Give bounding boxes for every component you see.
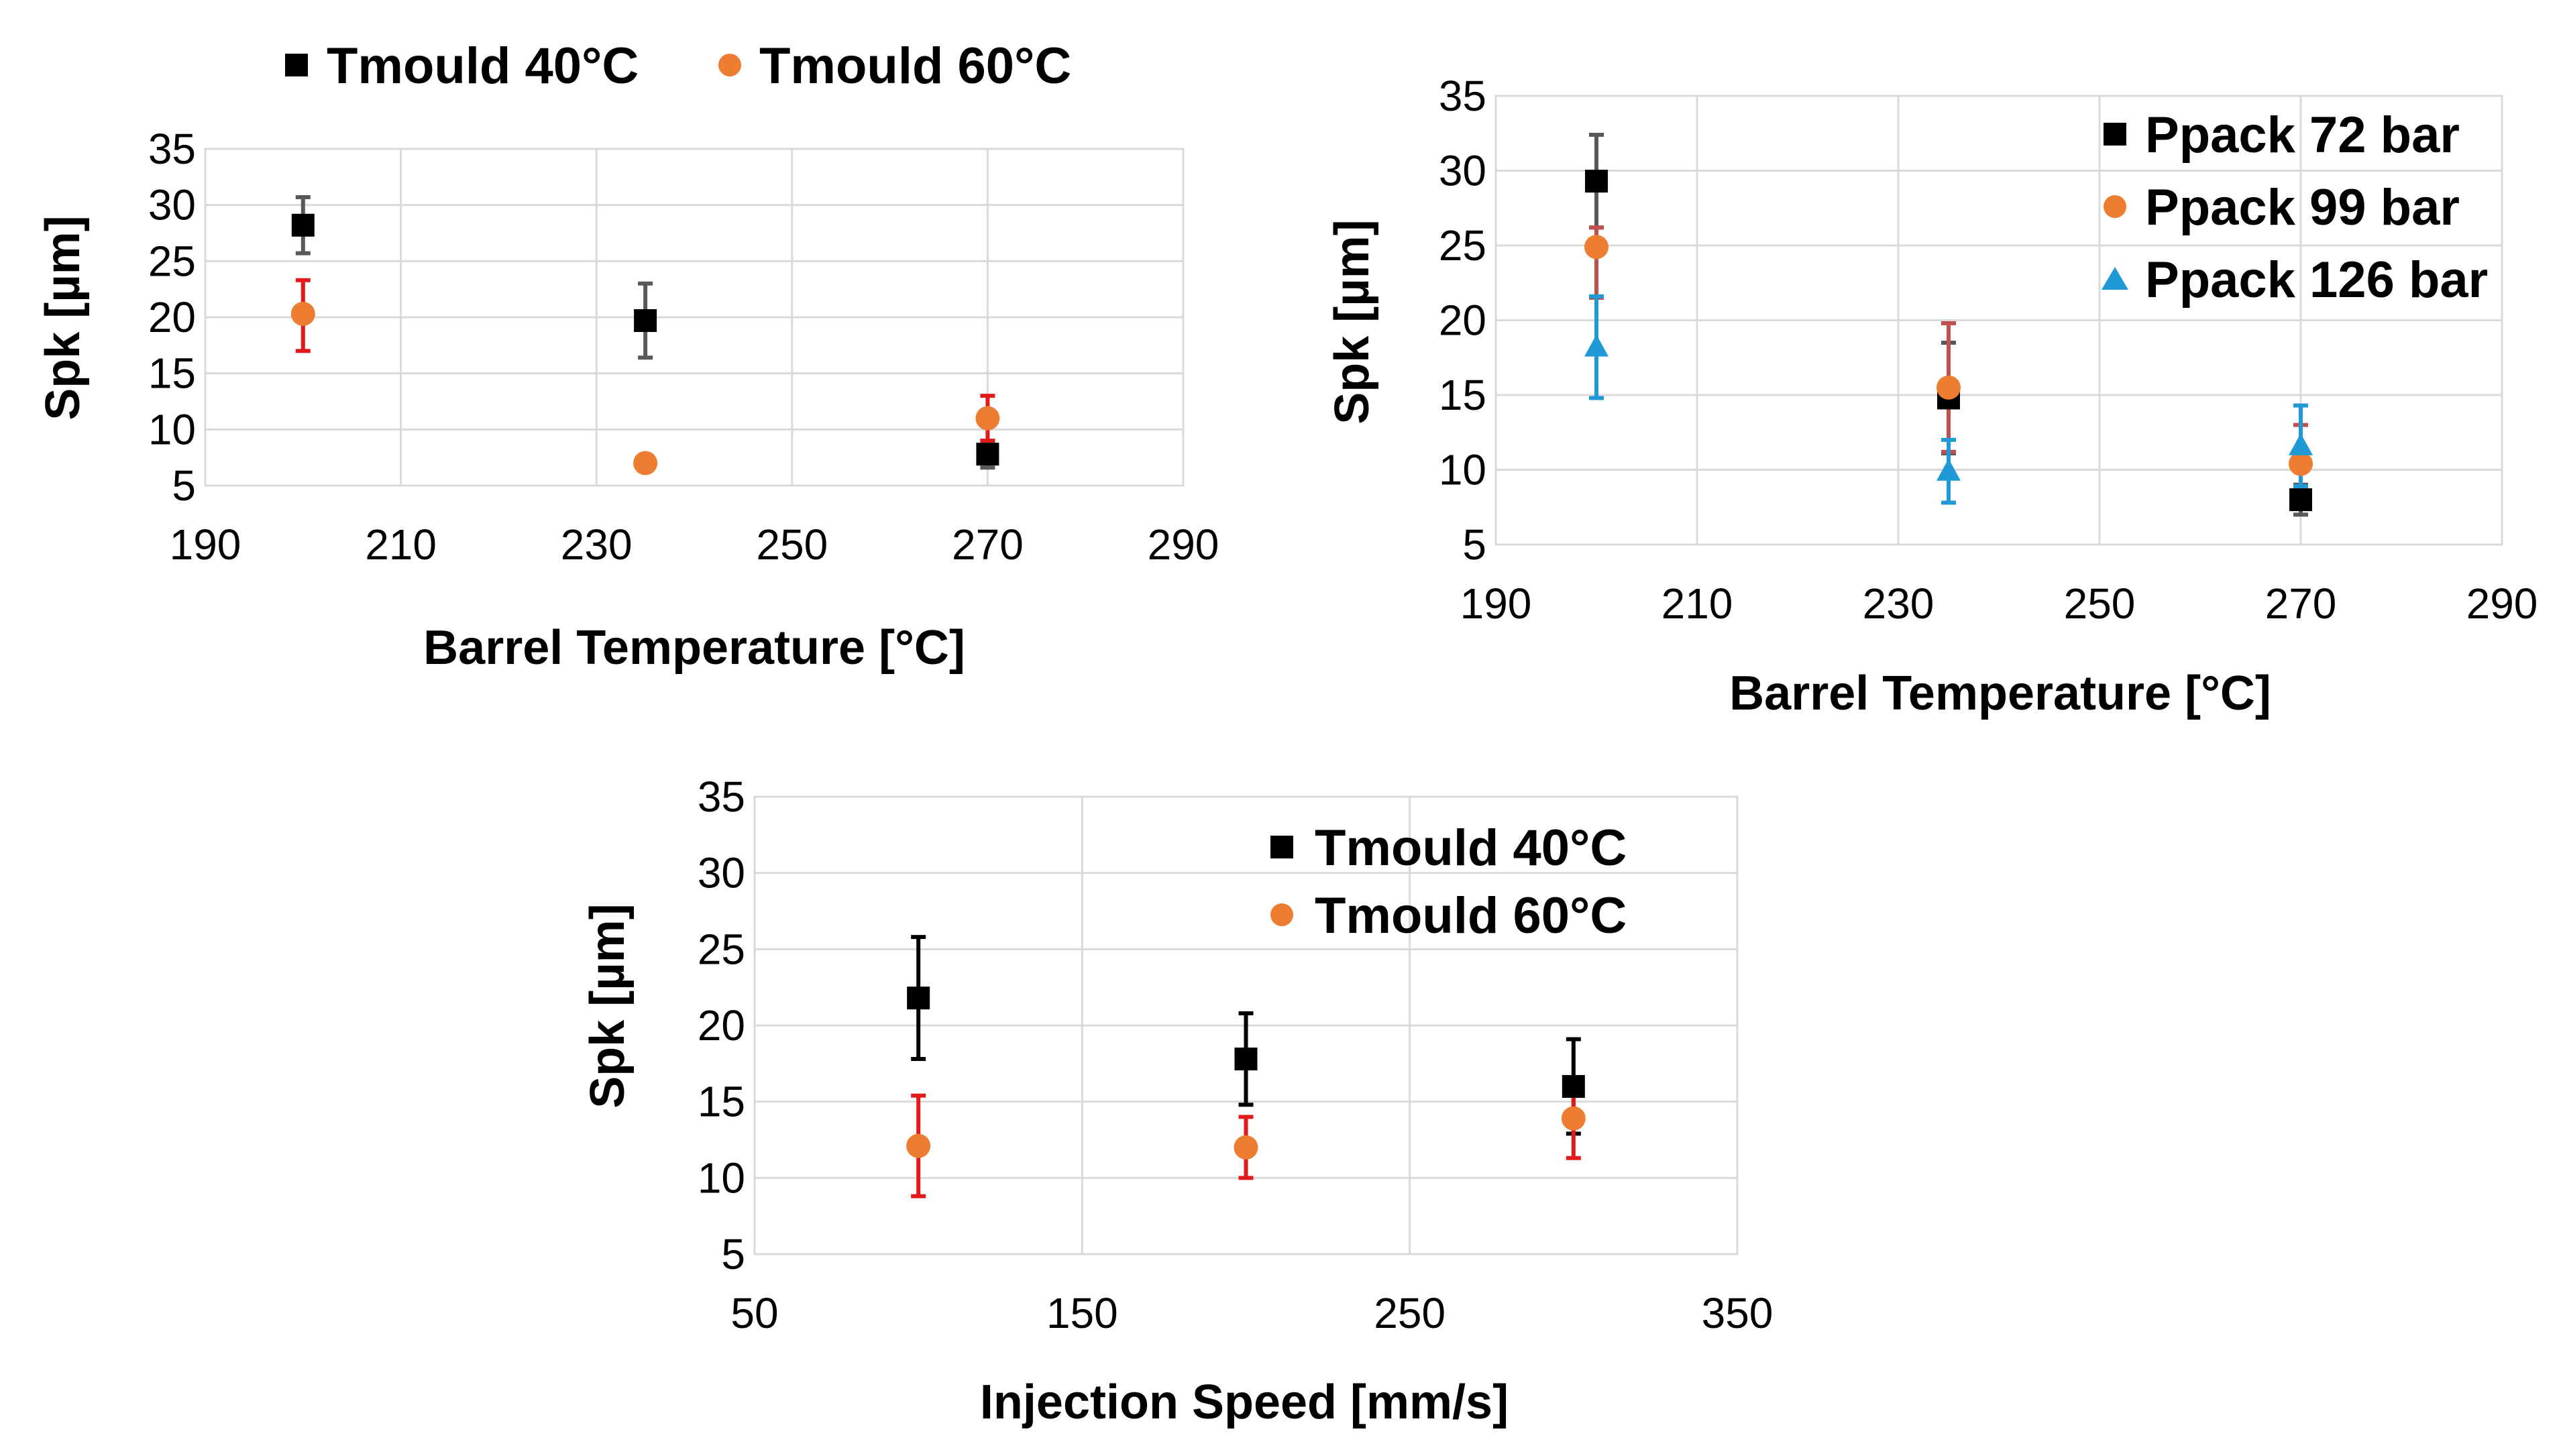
chart-3-series-2-point-2 bbox=[1234, 1135, 1258, 1160]
chart-2-y-axis-title: Spk [µm] bbox=[1325, 219, 1379, 425]
chart-1-y-tick-label: 15 bbox=[148, 349, 196, 398]
chart-2-legend-label-ppack-72: Ppack 72 bar bbox=[2145, 107, 2460, 164]
chart-2-series-2-point-2 bbox=[1937, 375, 1961, 400]
chart-3-x-tick-label: 350 bbox=[1702, 1289, 1774, 1337]
chart-1-legend-label-tmould-60: Tmould 60°C bbox=[759, 38, 1071, 95]
chart-2-series-3-point-3 bbox=[2289, 433, 2313, 455]
chart-2-plot-frame bbox=[1494, 95, 2503, 546]
chart-2-y-tick-label: 10 bbox=[1439, 446, 1486, 494]
chart-1-y-tick-label: 35 bbox=[148, 125, 196, 173]
chart-2-legend-marker-ppack-99 bbox=[2104, 195, 2126, 218]
chart-1-barrel-temp-tmould: 5 10 15 20 25 30 35 190 210 230 250 270 … bbox=[36, 38, 1219, 675]
chart-1-y-tick-label: 10 bbox=[148, 405, 196, 453]
chart-3-legend-label-tmould-40: Tmould 40°C bbox=[1315, 820, 1627, 877]
chart-3-x-axis-title: Injection Speed [mm/s] bbox=[980, 1376, 1509, 1429]
chart-1-legend-marker-tmould-60 bbox=[718, 54, 741, 76]
chart-3-y-tick-label: 5 bbox=[721, 1230, 745, 1278]
chart-3-series-1-point-1 bbox=[907, 987, 930, 1010]
chart-1-x-tick-label: 270 bbox=[952, 520, 1024, 569]
chart-2-x-tick-label: 270 bbox=[2265, 579, 2337, 628]
chart-3-series-2-point-3 bbox=[1561, 1106, 1586, 1131]
chart-1-y-tick-label: 30 bbox=[148, 181, 196, 229]
chart-3-y-tick-label: 35 bbox=[698, 773, 745, 821]
chart-1-series-2-point-1 bbox=[290, 301, 315, 326]
chart-1-x-tick-labels: 190 210 230 250 270 290 bbox=[170, 520, 1219, 569]
chart-1-x-tick-label: 250 bbox=[756, 520, 828, 569]
chart-1-x-tick-label: 290 bbox=[1148, 520, 1219, 569]
chart-2-x-tick-label: 210 bbox=[1661, 579, 1733, 628]
chart-2-y-tick-label: 15 bbox=[1439, 371, 1486, 419]
chart-1-series bbox=[290, 194, 1000, 475]
chart-2-x-tick-label: 230 bbox=[1863, 579, 1934, 628]
chart-1-y-axis-title: Spk [µm] bbox=[36, 215, 90, 421]
chart-1-legend: Tmould 40°C Tmould 60°C bbox=[285, 38, 1071, 95]
chart-1-y-tick-label: 5 bbox=[172, 461, 196, 510]
chart-3-legend-marker-tmould-60 bbox=[1270, 903, 1293, 926]
chart-3-x-tick-label: 150 bbox=[1046, 1289, 1118, 1337]
chart-2-legend: Ppack 72 bar Ppack 99 bar Ppack 126 bar bbox=[2102, 107, 2488, 309]
chart-2-series-1-point-3 bbox=[2289, 488, 2312, 512]
chart-3-y-tick-labels: 5 10 15 20 25 30 35 bbox=[698, 773, 745, 1278]
chart-1-x-tick-label: 210 bbox=[365, 520, 437, 569]
chart-2-x-tick-labels: 190 210 230 250 270 290 bbox=[1460, 579, 2538, 628]
chart-1-legend-label-tmould-40: Tmould 40°C bbox=[327, 38, 639, 95]
chart-1-series-2-point-3 bbox=[975, 406, 1000, 431]
chart-1-plot-frame bbox=[204, 148, 1185, 487]
chart-3-y-tick-label: 10 bbox=[698, 1154, 745, 1202]
chart-1-y-tick-labels: 5 10 15 20 25 30 35 bbox=[148, 125, 196, 510]
chart-2-series-3-point-1 bbox=[1584, 334, 1608, 357]
chart-2-y-tick-label: 35 bbox=[1439, 72, 1486, 120]
chart-3-x-tick-labels: 50 150 250 350 bbox=[730, 1289, 1773, 1337]
chart-1-series-2-point-2 bbox=[633, 451, 658, 475]
chart-3-y-tick-label: 15 bbox=[698, 1078, 745, 1126]
chart-2-legend-label-ppack-126: Ppack 126 bar bbox=[2145, 251, 2488, 309]
chart-3-y-axis-title: Spk [µm] bbox=[581, 903, 635, 1109]
chart-2-x-tick-label: 250 bbox=[2064, 579, 2136, 628]
chart-1-y-tick-label: 25 bbox=[148, 237, 196, 285]
chart-3-legend: Tmould 40°C Tmould 60°C bbox=[1270, 820, 1627, 944]
chart-3-series-2-point-1 bbox=[906, 1133, 931, 1158]
chart-2-barrel-temp-ppack: 5 10 15 20 25 30 35 190 210 230 250 270 … bbox=[1325, 72, 2538, 720]
chart-2-y-tick-label: 20 bbox=[1439, 296, 1486, 345]
chart-2-series-2-point-1 bbox=[1584, 235, 1608, 260]
chart-2-grid bbox=[1494, 95, 2503, 546]
chart-2-y-tick-label: 30 bbox=[1439, 147, 1486, 195]
chart-3-x-tick-label: 50 bbox=[730, 1289, 778, 1337]
chart-1-series-1-point-3 bbox=[976, 443, 999, 466]
chart-3-y-tick-label: 25 bbox=[698, 925, 745, 973]
chart-1-x-axis-title: Barrel Temperature [°C] bbox=[423, 621, 965, 675]
chart-2-legend-marker-ppack-126 bbox=[2102, 267, 2128, 290]
chart-3-series bbox=[906, 935, 1586, 1198]
chart-2-y-tick-labels: 5 10 15 20 25 30 35 bbox=[1439, 72, 1486, 569]
chart-3-series-1-point-2 bbox=[1234, 1048, 1258, 1071]
chart-2-y-tick-label: 5 bbox=[1462, 520, 1486, 569]
chart-2-series-2-point-3 bbox=[2289, 451, 2313, 476]
chart-1-legend-marker-tmould-40 bbox=[285, 54, 308, 76]
chart-2-legend-marker-ppack-72 bbox=[2104, 123, 2126, 146]
chart-2-series bbox=[1584, 132, 2313, 517]
chart-3-x-tick-label: 250 bbox=[1374, 1289, 1446, 1337]
chart-3-legend-label-tmould-60: Tmould 60°C bbox=[1315, 887, 1627, 944]
chart-3-legend-marker-tmould-40 bbox=[1270, 836, 1293, 858]
chart-3-injection-speed: 5 10 15 20 25 30 35 50 150 250 350 Injec… bbox=[581, 773, 1773, 1429]
chart-2-series-1-point-1 bbox=[1585, 170, 1608, 193]
chart-2-x-tick-label: 290 bbox=[2466, 579, 2538, 628]
chart-2-legend-label-ppack-99: Ppack 99 bar bbox=[2145, 179, 2460, 236]
chart-2-y-tick-label: 25 bbox=[1439, 221, 1486, 270]
chart-2-series-3-point-2 bbox=[1937, 458, 1961, 481]
chart-1-series-1-point-2 bbox=[634, 309, 657, 333]
chart-2-x-axis-title: Barrel Temperature [°C] bbox=[1729, 667, 2271, 720]
chart-3-y-tick-label: 30 bbox=[698, 849, 745, 897]
chart-3-series-1-point-3 bbox=[1562, 1074, 1585, 1098]
chart-1-x-tick-label: 230 bbox=[561, 520, 633, 569]
chart-1-series-1-point-1 bbox=[291, 213, 315, 237]
chart-2-x-tick-label: 190 bbox=[1460, 579, 1532, 628]
chart-3-y-tick-label: 20 bbox=[698, 1001, 745, 1050]
chart-3-plot-frame bbox=[753, 795, 1739, 1255]
chart-1-y-tick-label: 20 bbox=[148, 293, 196, 341]
chart-1-grid bbox=[204, 148, 1185, 487]
chart-1-x-tick-label: 190 bbox=[170, 520, 241, 569]
